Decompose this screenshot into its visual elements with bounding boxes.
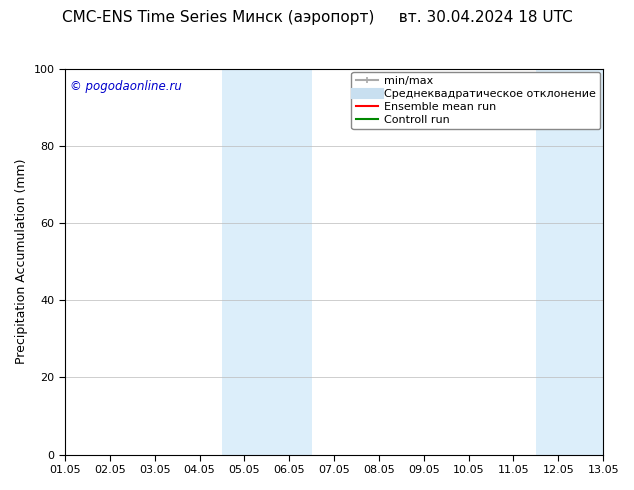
Y-axis label: Precipitation Accumulation (mm): Precipitation Accumulation (mm) <box>15 159 28 365</box>
Text: © pogodaonline.ru: © pogodaonline.ru <box>70 80 182 93</box>
Bar <box>222 69 312 455</box>
Text: CMC-ENS Time Series Минск (аэропорт)     вт. 30.04.2024 18 UTC: CMC-ENS Time Series Минск (аэропорт) вт.… <box>61 10 573 25</box>
Bar <box>536 69 626 455</box>
Legend: min/max, Среднеквадратическое отклонение, Ensemble mean run, Controll run: min/max, Среднеквадратическое отклонение… <box>351 72 600 129</box>
